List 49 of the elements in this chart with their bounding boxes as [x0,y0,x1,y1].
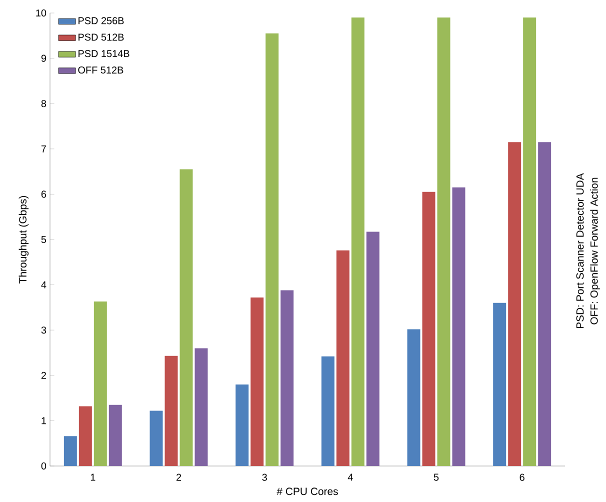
y-tick-label: 2 [41,372,46,379]
bar [538,142,552,466]
bar [523,18,536,466]
x-tick-label: 6 [520,474,524,481]
bar [236,384,249,466]
bar [321,356,334,466]
bar [250,297,264,466]
bar [366,232,380,466]
y-tick-label: 10 [36,9,46,17]
x-tick-label: 1 [90,474,96,481]
legend-label: PSD 1514B [78,50,130,58]
bar [150,410,163,466]
text: PSD: Port Scanner Detector UDA [576,173,584,328]
bar [164,356,178,466]
y-tick-label: 7 [41,145,46,152]
y-tick-label: 6 [41,190,46,198]
y-tick-label: 1 [42,417,46,424]
legend-label: PSD 256B [78,17,124,24]
x-tick-label: 2 [176,474,182,481]
bar [437,18,450,466]
bar [266,33,279,466]
y-tick-label: 9 [41,54,46,62]
y-tick-label: 5 [41,236,46,243]
bar [452,187,466,466]
bar [194,348,208,466]
bar [493,302,506,466]
bar [180,169,193,466]
legend-label: PSD 512B [78,34,124,41]
y-tick-label: 0 [41,462,46,470]
bar [280,290,294,466]
bar [64,436,77,466]
bar [94,302,107,466]
bar [407,329,420,466]
bar [351,18,364,466]
legend-label: OFF 512B [78,66,124,74]
bar [508,142,522,466]
text: OFF: OpenFlow Forward Action [590,178,600,324]
bar [108,404,122,466]
y-tick-label: 4 [41,281,46,288]
bar [78,406,92,466]
y-tick-label: 8 [41,100,46,108]
bar [422,192,436,466]
x-tick-label: 3 [262,474,267,481]
x-tick-label: 4 [348,474,353,481]
x-tick-label: 5 [434,474,439,481]
y-tick-label: 3 [41,326,46,334]
bar [336,250,350,466]
x-axis-title: # CPU Cores [276,488,338,496]
y-axis-title: Throughput (Gbps) [18,196,29,284]
